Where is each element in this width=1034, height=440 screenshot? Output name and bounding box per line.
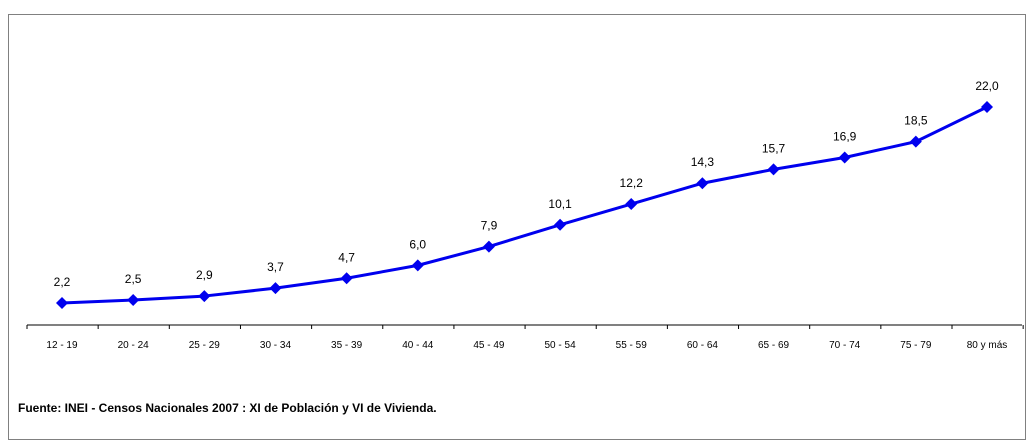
x-tick-label: 50 - 54 xyxy=(545,340,577,351)
x-tick-label: 70 - 74 xyxy=(829,340,861,351)
data-point-marker xyxy=(56,297,68,309)
x-tick-label: 30 - 34 xyxy=(260,340,292,351)
data-label-layer: 2,2 2,5 2,9 3,7 4,7 6,0 7,9 10,1 12,2 14,3 15,7 16,… xyxy=(54,79,999,289)
data-label: 7,9 xyxy=(481,219,498,233)
data-point-marker xyxy=(696,177,709,190)
data-point-marker xyxy=(482,240,495,253)
data-label: 14,3 xyxy=(691,155,715,169)
data-label: 12,2 xyxy=(620,176,644,190)
chart-frame xyxy=(8,14,1026,440)
series-line-layer xyxy=(61,105,988,305)
x-tick-label: 40 - 44 xyxy=(402,340,434,351)
data-label: 2,2 xyxy=(54,275,71,289)
x-axis: 12 - 19 20 - 24 25 - 29 30 - 34 35 - 39 40 - … xyxy=(26,324,1024,351)
data-point-marker xyxy=(269,282,282,295)
x-tick-label: 60 - 64 xyxy=(687,340,719,351)
series-line xyxy=(61,105,988,305)
data-point-marker xyxy=(127,294,140,307)
data-label: 4,7 xyxy=(338,250,355,264)
data-label: 3,7 xyxy=(267,260,284,274)
data-point-marker xyxy=(767,163,780,176)
x-tick-label: 20 - 24 xyxy=(118,340,150,351)
data-point-marker xyxy=(625,198,638,211)
data-label: 2,9 xyxy=(196,268,213,282)
data-label: 2,5 xyxy=(125,272,142,286)
data-point-marker xyxy=(198,290,211,303)
data-point-marker xyxy=(981,101,993,113)
data-point-marker xyxy=(838,151,851,164)
data-label: 6,0 xyxy=(409,237,426,251)
data-point-marker xyxy=(554,218,567,231)
source-note: Fuente: INEI - Censos Nacionales 2007 : … xyxy=(18,401,437,415)
data-label: 16,9 xyxy=(833,129,857,143)
data-point-marker xyxy=(909,135,922,148)
marker-layer xyxy=(56,101,993,309)
x-tick-label: 45 - 49 xyxy=(473,340,505,351)
data-label: 18,5 xyxy=(904,114,928,128)
x-tick-label: 65 - 69 xyxy=(758,340,790,351)
data-point-marker xyxy=(411,259,424,272)
x-tick-label: 55 - 59 xyxy=(616,340,648,351)
x-tick-label: 75 - 79 xyxy=(900,340,932,351)
data-point-marker xyxy=(340,272,353,285)
data-label: 15,7 xyxy=(762,141,786,155)
data-label: 22,0 xyxy=(975,79,999,93)
x-tick-label: 35 - 39 xyxy=(331,340,363,351)
data-label: 10,1 xyxy=(548,197,572,211)
x-tick-label: 25 - 29 xyxy=(189,340,221,351)
x-tick-label: 80 y más xyxy=(967,340,1008,351)
x-tick-label: 12 - 19 xyxy=(46,340,78,351)
